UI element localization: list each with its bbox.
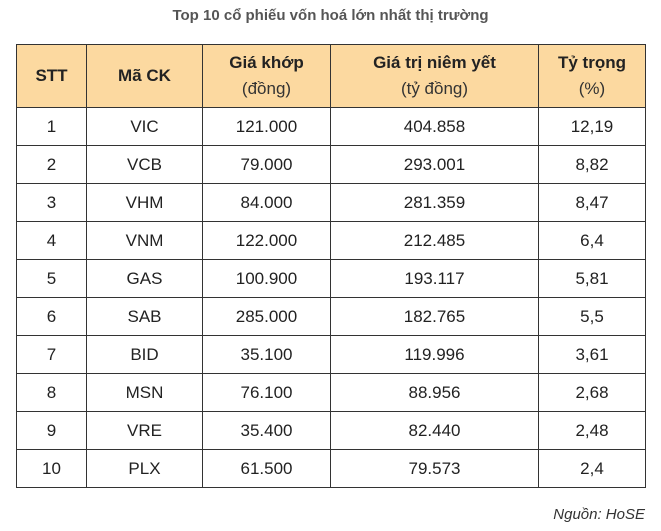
cell-match-price: 122.000 — [202, 221, 331, 260]
cell-weight: 12,19 — [538, 107, 646, 146]
cell-listed-value: 404.858 — [330, 107, 539, 146]
cell-listed-value: 212.485 — [330, 221, 539, 260]
cell-stt: 5 — [16, 259, 87, 298]
header-ticker: Mã CK — [86, 44, 203, 108]
cell-match-price: 61.500 — [202, 449, 331, 488]
cell-weight: 8,82 — [538, 145, 646, 184]
cell-ticker: MSN — [86, 373, 203, 412]
cell-listed-value: 119.996 — [330, 335, 539, 374]
cell-stt: 4 — [16, 221, 87, 260]
cell-match-price: 100.900 — [202, 259, 331, 298]
cell-weight: 5,81 — [538, 259, 646, 298]
cell-stt: 9 — [16, 411, 87, 450]
table-row: 2 VCB 79.000 293.001 8,82 — [16, 145, 646, 184]
header-unit: (%) — [578, 79, 606, 98]
cell-ticker: VCB — [86, 145, 203, 184]
cell-stt: 2 — [16, 145, 87, 184]
cell-listed-value: 182.765 — [330, 297, 539, 336]
cell-listed-value: 88.956 — [330, 373, 539, 412]
cell-weight: 2,48 — [538, 411, 646, 450]
table-row: 1 VIC 121.000 404.858 12,19 — [16, 107, 646, 146]
cell-weight: 6,4 — [538, 221, 646, 260]
cell-stt: 3 — [16, 183, 87, 222]
cell-listed-value: 193.117 — [330, 259, 539, 298]
table-row: 4 VNM 122.000 212.485 6,4 — [16, 221, 646, 260]
table-row: 7 BID 35.100 119.996 3,61 — [16, 335, 646, 374]
header-stt: STT — [16, 44, 87, 108]
cell-stt: 6 — [16, 297, 87, 336]
cell-listed-value: 293.001 — [330, 145, 539, 184]
cell-listed-value: 79.573 — [330, 449, 539, 488]
source-note: Nguồn: HoSE — [553, 506, 645, 523]
cell-listed-value: 281.359 — [330, 183, 539, 222]
table-row: 5 GAS 100.900 193.117 5,81 — [16, 259, 646, 298]
header-match-price: Giá khớp (đồng) — [202, 44, 331, 108]
header-label: Giá trị niêm yết — [373, 53, 496, 72]
table-row: 9 VRE 35.400 82.440 2,48 — [16, 411, 646, 450]
cell-ticker: VIC — [86, 107, 203, 146]
header-listed-value: Giá trị niêm yết (tỷ đồng) — [330, 44, 539, 108]
table-row: 10 PLX 61.500 79.573 2,4 — [16, 449, 646, 488]
cell-ticker: VRE — [86, 411, 203, 450]
cell-weight: 8,47 — [538, 183, 646, 222]
table-row: 8 MSN 76.100 88.956 2,68 — [16, 373, 646, 412]
cell-listed-value: 82.440 — [330, 411, 539, 450]
table-row: 6 SAB 285.000 182.765 5,5 — [16, 297, 646, 336]
header-label: STT — [35, 66, 68, 85]
header-label: Giá khớp — [229, 53, 304, 72]
header-unit: (tỷ đồng) — [400, 79, 469, 98]
cell-match-price: 285.000 — [202, 297, 331, 336]
cell-match-price: 35.400 — [202, 411, 331, 450]
cell-ticker: VHM — [86, 183, 203, 222]
cell-ticker: GAS — [86, 259, 203, 298]
table-title: Top 10 cổ phiếu vốn hoá lớn nhất thị trư… — [172, 7, 489, 24]
cell-ticker: PLX — [86, 449, 203, 488]
cell-weight: 3,61 — [538, 335, 646, 374]
header-label: Tỷ trọng — [558, 53, 626, 72]
cell-stt: 8 — [16, 373, 87, 412]
cell-ticker: BID — [86, 335, 203, 374]
cell-weight: 5,5 — [538, 297, 646, 336]
cell-weight: 2,4 — [538, 449, 646, 488]
header-unit: (đồng) — [241, 79, 292, 98]
cell-ticker: VNM — [86, 221, 203, 260]
cell-match-price: 79.000 — [202, 145, 331, 184]
cell-stt: 1 — [16, 107, 87, 146]
table-row: 3 VHM 84.000 281.359 8,47 — [16, 183, 646, 222]
cell-ticker: SAB — [86, 297, 203, 336]
cell-match-price: 84.000 — [202, 183, 331, 222]
stock-table: STT Mã CK Giá khớp (đồng) Giá trị niêm y… — [16, 44, 646, 488]
cell-match-price: 121.000 — [202, 107, 331, 146]
header-weight: Tỷ trọng (%) — [538, 44, 646, 108]
table-header-row: STT Mã CK Giá khớp (đồng) Giá trị niêm y… — [16, 44, 646, 108]
header-label: Mã CK — [118, 66, 171, 85]
cell-weight: 2,68 — [538, 373, 646, 412]
cell-match-price: 76.100 — [202, 373, 331, 412]
cell-match-price: 35.100 — [202, 335, 331, 374]
cell-stt: 7 — [16, 335, 87, 374]
cell-stt: 10 — [16, 449, 87, 488]
